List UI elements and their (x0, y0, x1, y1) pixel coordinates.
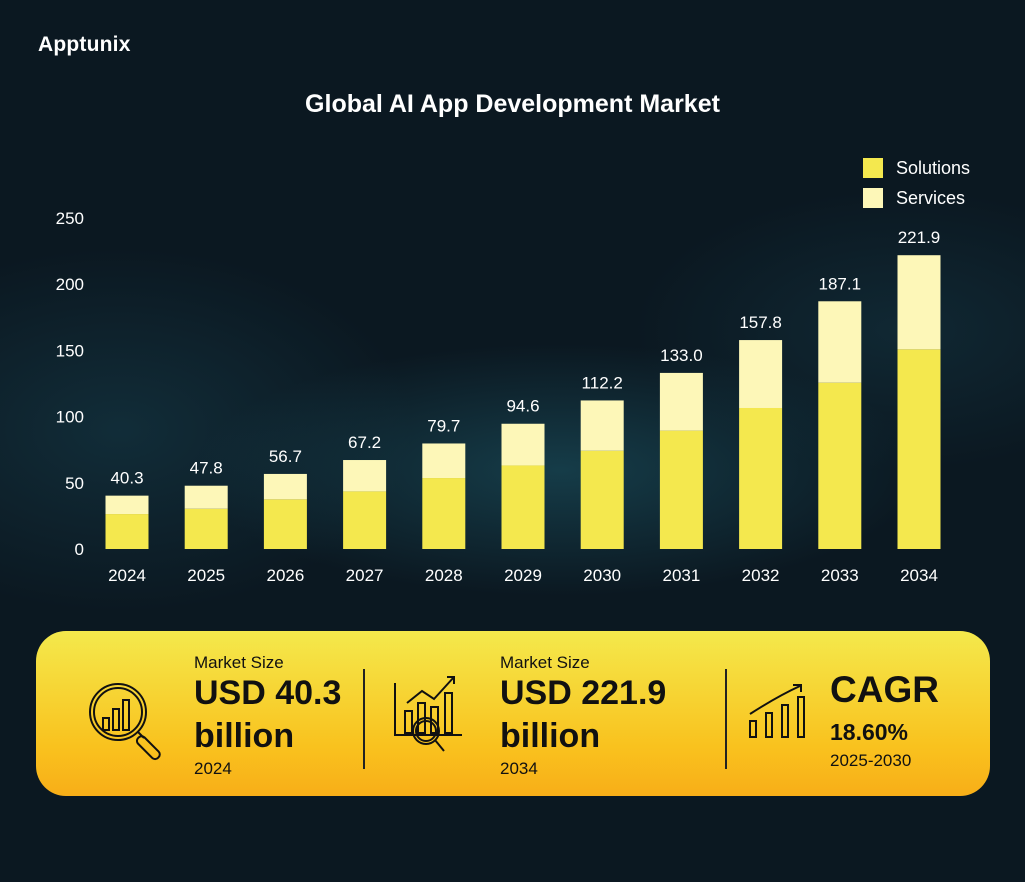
bar-solutions-2032 (739, 407, 783, 549)
stat-2-label: Market Size (500, 653, 590, 672)
data-label: 47.8 (190, 459, 223, 478)
bar-services-2027 (343, 460, 387, 492)
bar-services-2026 (263, 473, 307, 500)
data-label: 112.2 (582, 373, 623, 392)
bar-solutions-2030 (580, 450, 624, 549)
bar-services-2029 (501, 423, 545, 466)
stats-panel: Market Size USD 40.3 billion 2024 Market… (36, 631, 990, 796)
x-tick-label: 2027 (346, 566, 384, 585)
y-tick-label: 150 (56, 341, 84, 360)
brand-logo: Apptunix (38, 33, 131, 56)
stat-2-year: 2034 (500, 759, 538, 778)
y-tick-label: 250 (56, 209, 84, 228)
data-label: 79.7 (427, 416, 460, 435)
stat-1-value: USD 40.3 (194, 674, 342, 712)
bar-solutions-2031 (659, 430, 703, 549)
magnifier-chart-icon (89, 683, 161, 761)
data-label: 133.0 (660, 346, 703, 365)
x-tick-label: 2034 (900, 566, 938, 585)
stat-1-label: Market Size (194, 653, 284, 672)
y-tick-label: 50 (65, 474, 84, 493)
bar-solutions-2026 (263, 499, 307, 549)
bar-services-2034 (897, 255, 941, 350)
x-tick-label: 2026 (266, 566, 304, 585)
chart-title: Global AI App Development Market (305, 90, 720, 118)
bar-services-2024 (105, 495, 149, 515)
x-tick-label: 2031 (662, 566, 700, 585)
stat-3-year: 2025-2030 (830, 751, 912, 770)
growth-bars-icon (749, 684, 805, 738)
y-tick-label: 100 (56, 408, 84, 427)
bar-solutions-2025 (184, 508, 228, 549)
x-tick-label: 2028 (425, 566, 463, 585)
divider (363, 669, 365, 769)
legend-swatch-services (863, 188, 883, 208)
x-tick-label: 2032 (742, 566, 780, 585)
x-tick-label: 2025 (187, 566, 225, 585)
stat-3-value: 18.60% (830, 719, 909, 745)
legend-swatch-solutions (863, 158, 883, 178)
bar-solutions-2028 (422, 478, 466, 549)
x-tick-label: 2030 (583, 566, 621, 585)
data-label: 40.3 (110, 469, 143, 488)
legend-label-solutions: Solutions (896, 158, 970, 178)
stat-1-year: 2024 (194, 759, 232, 778)
bar-solutions-2034 (897, 349, 941, 549)
x-tick-label: 2024 (108, 566, 146, 585)
stat-2-unit: billion (500, 717, 601, 755)
chart-analysis-icon (394, 676, 462, 752)
bar-solutions-2029 (501, 465, 545, 549)
bar-services-2031 (659, 372, 703, 431)
data-label: 221.9 (898, 228, 941, 247)
x-tick-label: 2033 (821, 566, 859, 585)
stat-2-value: USD 221.9 (500, 674, 667, 712)
stat-3-label: CAGR (830, 669, 939, 710)
bar-solutions-2024 (105, 514, 149, 549)
y-tick-label: 200 (56, 275, 84, 294)
legend-label-services: Services (896, 188, 965, 208)
bar-services-2025 (184, 485, 228, 509)
bar-services-2032 (739, 340, 783, 408)
x-tick-label: 2029 (504, 566, 542, 585)
bar-chart: 0 50 100 150 200 250 40.3 2024 47.8 2025 56.7 2026 6… (56, 158, 970, 585)
stat-1-unit: billion (194, 717, 295, 755)
data-label: 187.1 (819, 274, 862, 293)
bar-solutions-2033 (818, 382, 862, 549)
data-label: 67.2 (348, 433, 381, 452)
data-label: 56.7 (269, 447, 302, 466)
data-label: 157.8 (739, 313, 782, 332)
data-label: 94.6 (506, 397, 539, 416)
divider (725, 669, 727, 769)
bar-services-2033 (818, 301, 862, 383)
bar-services-2028 (422, 443, 466, 479)
bar-solutions-2027 (343, 491, 387, 549)
bar-services-2030 (580, 400, 624, 451)
y-tick-label: 0 (75, 540, 84, 559)
